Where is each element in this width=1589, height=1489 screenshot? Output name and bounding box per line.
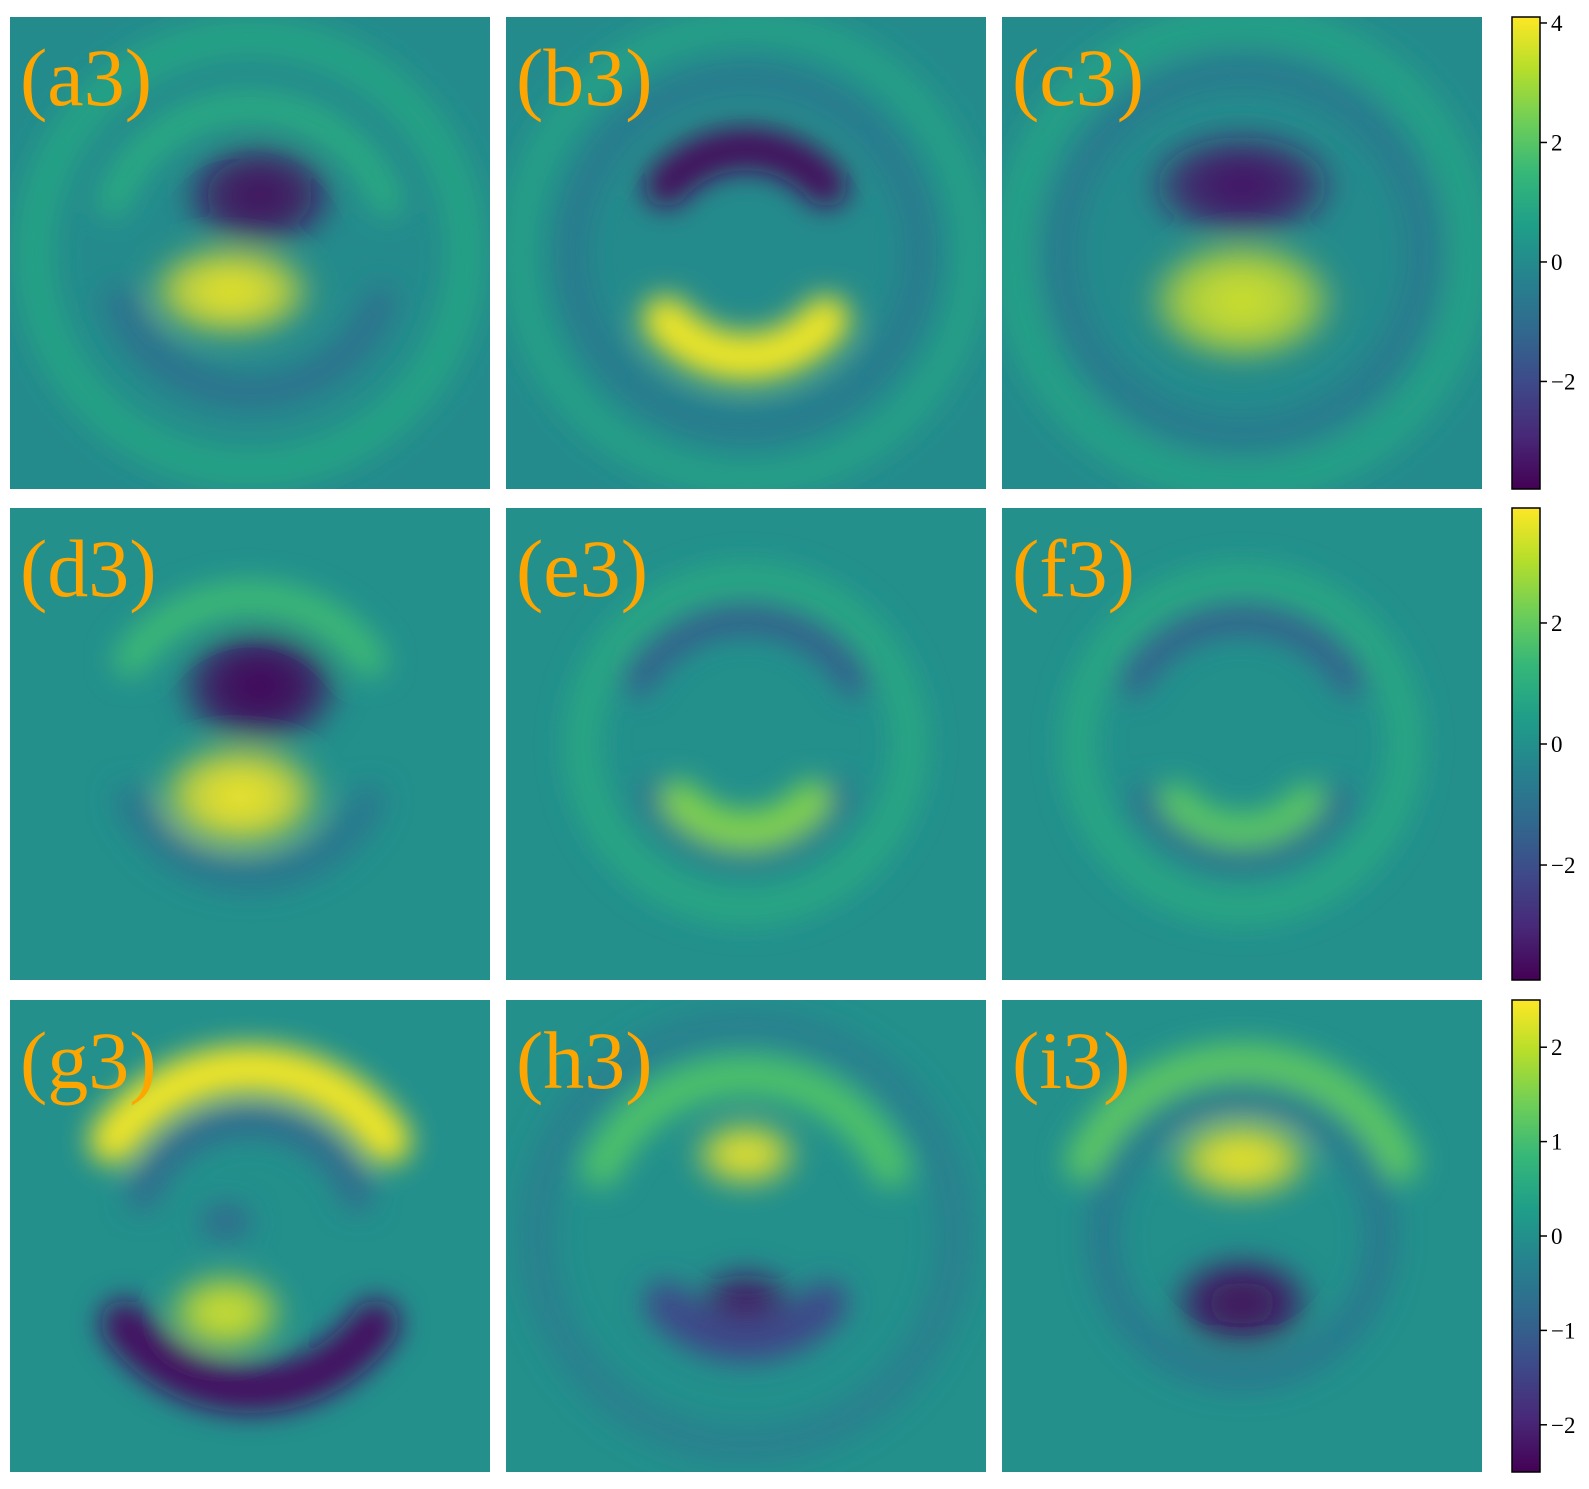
field-lobe (178, 137, 341, 253)
field-arc (644, 127, 848, 208)
field-ring (1088, 1082, 1396, 1390)
field-lobe (153, 739, 328, 855)
field-arc (127, 1106, 373, 1212)
field-ring (565, 563, 927, 925)
field-arc (1065, 1042, 1419, 1182)
field-arc (1119, 604, 1365, 696)
colorbar-tick-label: −2 (1551, 369, 1575, 394)
colorbar-tick-label: 2 (1551, 1035, 1563, 1060)
colorbar-tick-label: −2 (1551, 1413, 1575, 1438)
colorbar-tick-label: 2 (1551, 611, 1563, 636)
heatmap-panel-d3: (d3) (10, 508, 490, 980)
field-arc (581, 1056, 911, 1188)
panel-label: (h3) (516, 1015, 653, 1106)
heatmap-panel-i3: (i3) (1002, 1000, 1482, 1472)
heatmap-panel-g3: (g3) (10, 1000, 490, 1472)
field-lobe (194, 1200, 258, 1244)
panel-label: (g3) (20, 1015, 157, 1106)
field-lobe (1167, 1116, 1317, 1203)
field-ring (1061, 563, 1423, 925)
field-ring (15, 18, 485, 488)
field-arc (1131, 785, 1353, 870)
field-arc (1158, 783, 1326, 848)
colorbar-tick-label: 0 (1551, 732, 1563, 757)
field-ring (1046, 57, 1438, 449)
colorbar-row-3: 2 1 0 −1 −2 (1511, 999, 1575, 1473)
field-arc (115, 785, 385, 891)
colorbar-tick-label: −2 (1551, 853, 1575, 878)
field-lobe (689, 1118, 803, 1191)
field-ring (520, 1010, 972, 1462)
field-lobe (1142, 236, 1342, 366)
field-arc (104, 286, 396, 407)
colorbar-tick-label: 2 (1551, 130, 1563, 155)
colorbar-tick-label: 0 (1551, 250, 1563, 275)
field-arc (623, 604, 869, 696)
panel-label: (e3) (516, 523, 648, 614)
panel-label: (b3) (516, 32, 653, 123)
panel-label: (a3) (20, 32, 152, 123)
colorbar (1511, 16, 1541, 490)
field-arc (113, 581, 387, 677)
heatmap-panel-c3: (c3) (1002, 17, 1482, 489)
heatmap-panel-h3: (h3) (506, 1000, 986, 1472)
field-arc (642, 296, 850, 382)
heatmap-panel-f3: (f3) (1002, 508, 1482, 980)
field-ring (557, 64, 935, 442)
colorbar (1511, 507, 1541, 981)
field-arc (660, 780, 832, 851)
field-arc (98, 92, 402, 218)
panel-label: (d3) (20, 523, 157, 614)
colorbar-tick-label: 4 (1551, 11, 1563, 36)
field-arc (100, 1299, 400, 1414)
field-arc (644, 1281, 848, 1362)
field-lobe (143, 241, 319, 342)
panel-label: (f3) (1012, 523, 1135, 614)
field-lobe (1167, 1252, 1317, 1354)
colorbar-row-1: 4 2 0 −2 (1511, 11, 1575, 490)
colorbar-row-2: 2 0 −2 (1511, 507, 1575, 981)
colorbar-tick-label: 1 (1551, 1130, 1563, 1155)
colorbar-tick-label: −1 (1551, 1318, 1575, 1343)
field-lobe (1142, 128, 1342, 244)
field-ring (506, 17, 986, 489)
field-arc (89, 1044, 411, 1165)
colorbar-tick-label: 0 (1551, 1224, 1563, 1249)
heatmap-panel-a3: (a3) (10, 17, 490, 489)
panel-label: (i3) (1012, 1015, 1130, 1106)
field-ring (1002, 17, 1482, 489)
panel-label: (c3) (1012, 32, 1144, 123)
heatmap-panel-e3: (e3) (506, 508, 986, 980)
colorbar (1511, 999, 1541, 1473)
field-lobe (163, 1269, 289, 1357)
field-lobe (172, 621, 347, 752)
heatmap-panel-b3: (b3) (506, 17, 986, 489)
